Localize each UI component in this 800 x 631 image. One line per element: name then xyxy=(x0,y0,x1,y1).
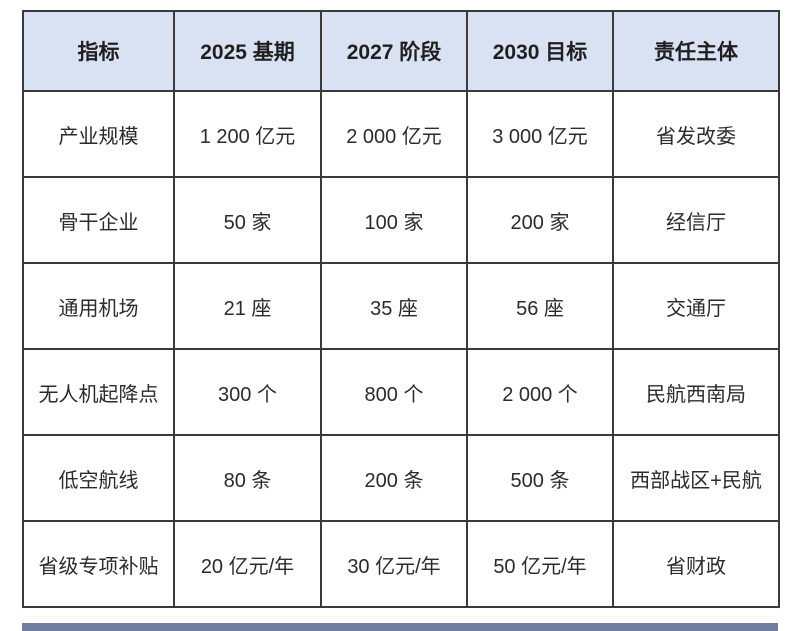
table-cell: 无人机起降点 xyxy=(22,348,175,436)
table-cell: 低空航线 xyxy=(22,434,175,522)
table-cell: 3 000 亿元 xyxy=(466,90,614,178)
table-row: 省级专项补贴 20 亿元/年 30 亿元/年 50 亿元/年 省财政 xyxy=(22,520,780,608)
table-body: 产业规模 1 200 亿元 2 000 亿元 3 000 亿元 省发改委 骨干企业 50 家… xyxy=(22,90,780,608)
table-cell: 800 个 xyxy=(320,348,468,436)
table-cell: 80 条 xyxy=(173,434,322,522)
table-cell: 200 条 xyxy=(320,434,468,522)
table-cell: 2 000 亿元 xyxy=(320,90,468,178)
table-cell: 20 亿元/年 xyxy=(173,520,322,608)
table-row: 通用机场 21 座 35 座 56 座交通厅 xyxy=(22,262,780,350)
table-cell: 500 条 xyxy=(466,434,614,522)
table-cell: 产业规模 xyxy=(22,90,175,178)
table-cell: 省发改委 xyxy=(612,90,780,178)
table-row: 骨干企业 50 家 100 家 200 家经信厅 xyxy=(22,176,780,264)
table-cell: 30 亿元/年 xyxy=(320,520,468,608)
table-cell: 2 000 个 xyxy=(466,348,614,436)
table-cell: 省财政 xyxy=(612,520,780,608)
column-header: 2030 目标 xyxy=(466,10,614,92)
table-cell: 经信厅 xyxy=(612,176,780,264)
table-cell: 200 家 xyxy=(466,176,614,264)
table-header: 指标 2025 基期 2027 阶段 2030 目标 责任主体 xyxy=(22,10,780,92)
table-cell: 民航西南局 xyxy=(612,348,780,436)
table-cell: 省级专项补贴 xyxy=(22,520,175,608)
table-cell: 50 家 xyxy=(173,176,322,264)
targets-table: 指标 2025 基期 2027 阶段 2030 目标 责任主体 产业规模 1 200 亿元… xyxy=(22,10,780,608)
table-cell: 100 家 xyxy=(320,176,468,264)
column-header: 责任主体 xyxy=(612,10,780,92)
table-cell: 300 个 xyxy=(173,348,322,436)
cutoff-next-element-strip xyxy=(22,623,778,631)
table-cell: 1 200 亿元 xyxy=(173,90,322,178)
table-cell: 35 座 xyxy=(320,262,468,350)
table-cell: 交通厅 xyxy=(612,262,780,350)
column-header: 2025 基期 xyxy=(173,10,322,92)
header-row: 指标 2025 基期 2027 阶段 2030 目标 责任主体 xyxy=(22,10,780,92)
column-header: 2027 阶段 xyxy=(320,10,468,92)
table-row: 低空航线 80 条 200 条 500 条西部战区+民航 xyxy=(22,434,780,522)
table-cell: 56 座 xyxy=(466,262,614,350)
column-header: 指标 xyxy=(22,10,175,92)
table-row: 产业规模 1 200 亿元 2 000 亿元 3 000 亿元 省发改委 xyxy=(22,90,780,178)
table-cell: 通用机场 xyxy=(22,262,175,350)
table-cell: 21 座 xyxy=(173,262,322,350)
table-cell: 骨干企业 xyxy=(22,176,175,264)
table-cell: 西部战区+民航 xyxy=(612,434,780,522)
table-cell: 50 亿元/年 xyxy=(466,520,614,608)
